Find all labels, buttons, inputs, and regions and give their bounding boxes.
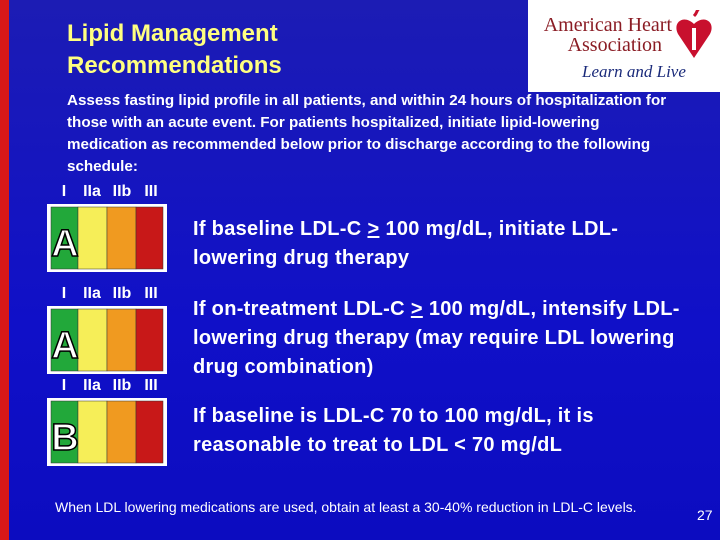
logo-line: American Heart [543,14,672,36]
class-box: I IIa IIb III A [47,183,167,272]
class-box: I IIa IIb III A [47,285,167,374]
class-cell [77,400,108,464]
footnote: When LDL lowering medications are used, … [55,499,637,515]
class-cell [106,400,137,464]
class-cell [135,206,164,270]
class-cell [135,308,164,372]
class-cell [50,206,79,270]
recommendation: If baseline LDL-C >100 mg/dL, initiate LD… [193,215,693,273]
class-label: IIa [83,183,101,200]
logo: American Heart Association Learn and Liv… [528,0,720,92]
level-letter: B [51,417,78,459]
page-number: 27 [697,507,713,523]
title-line: Lipid Management [67,20,278,47]
class-cell [106,308,137,372]
class-cell [50,308,79,372]
rec-symbol: > [410,298,423,320]
class-cell [106,206,137,270]
rec-text: If baseline is LDL-C 70 to 100 mg/dL, it… [193,405,594,456]
class-label: I [62,285,66,302]
class-cell [135,400,164,464]
title-line: Recommendations [67,52,282,79]
level-letter: A [51,325,78,367]
rec-text: If on-treatment LDL-C [193,298,405,320]
logo-tagline: Learn and Live [582,62,686,81]
class-cell [50,400,79,464]
class-cell [77,206,108,270]
class-label: IIb [113,183,132,200]
side-strip [0,0,9,540]
level-letter: A [51,223,78,265]
rec-text: If baseline LDL-C [193,218,362,240]
title: Lipid Management Recommendations [67,18,282,82]
class-label: I [62,183,66,200]
class-label: IIa [83,377,101,394]
class-label: III [144,183,157,200]
logo-heart [676,10,712,58]
class-label: I [62,377,66,394]
class-cell [77,308,108,372]
class-label: III [144,285,157,302]
class-label: IIa [83,285,101,302]
class-label: III [144,377,157,394]
recommendation: If on-treatment LDL-C >100 mg/dL, intensi… [193,295,693,382]
intro-text: Assess fasting lipid profile in all pati… [67,92,667,175]
recommendation: If baseline is LDL-C 70 to 100 mg/dL, it… [193,402,693,460]
rec-text: 100 mg/dL, initiate LDL-lowering drug th… [193,218,619,269]
rec-symbol: > [367,218,380,240]
class-label: IIb [113,285,132,302]
logo-line: Association [567,34,662,56]
class-label: IIb [113,377,132,394]
rec-text: 100 mg/dL, intensify LDL-lowering drug t… [193,298,680,378]
class-box: I IIa IIb III B [47,377,167,466]
